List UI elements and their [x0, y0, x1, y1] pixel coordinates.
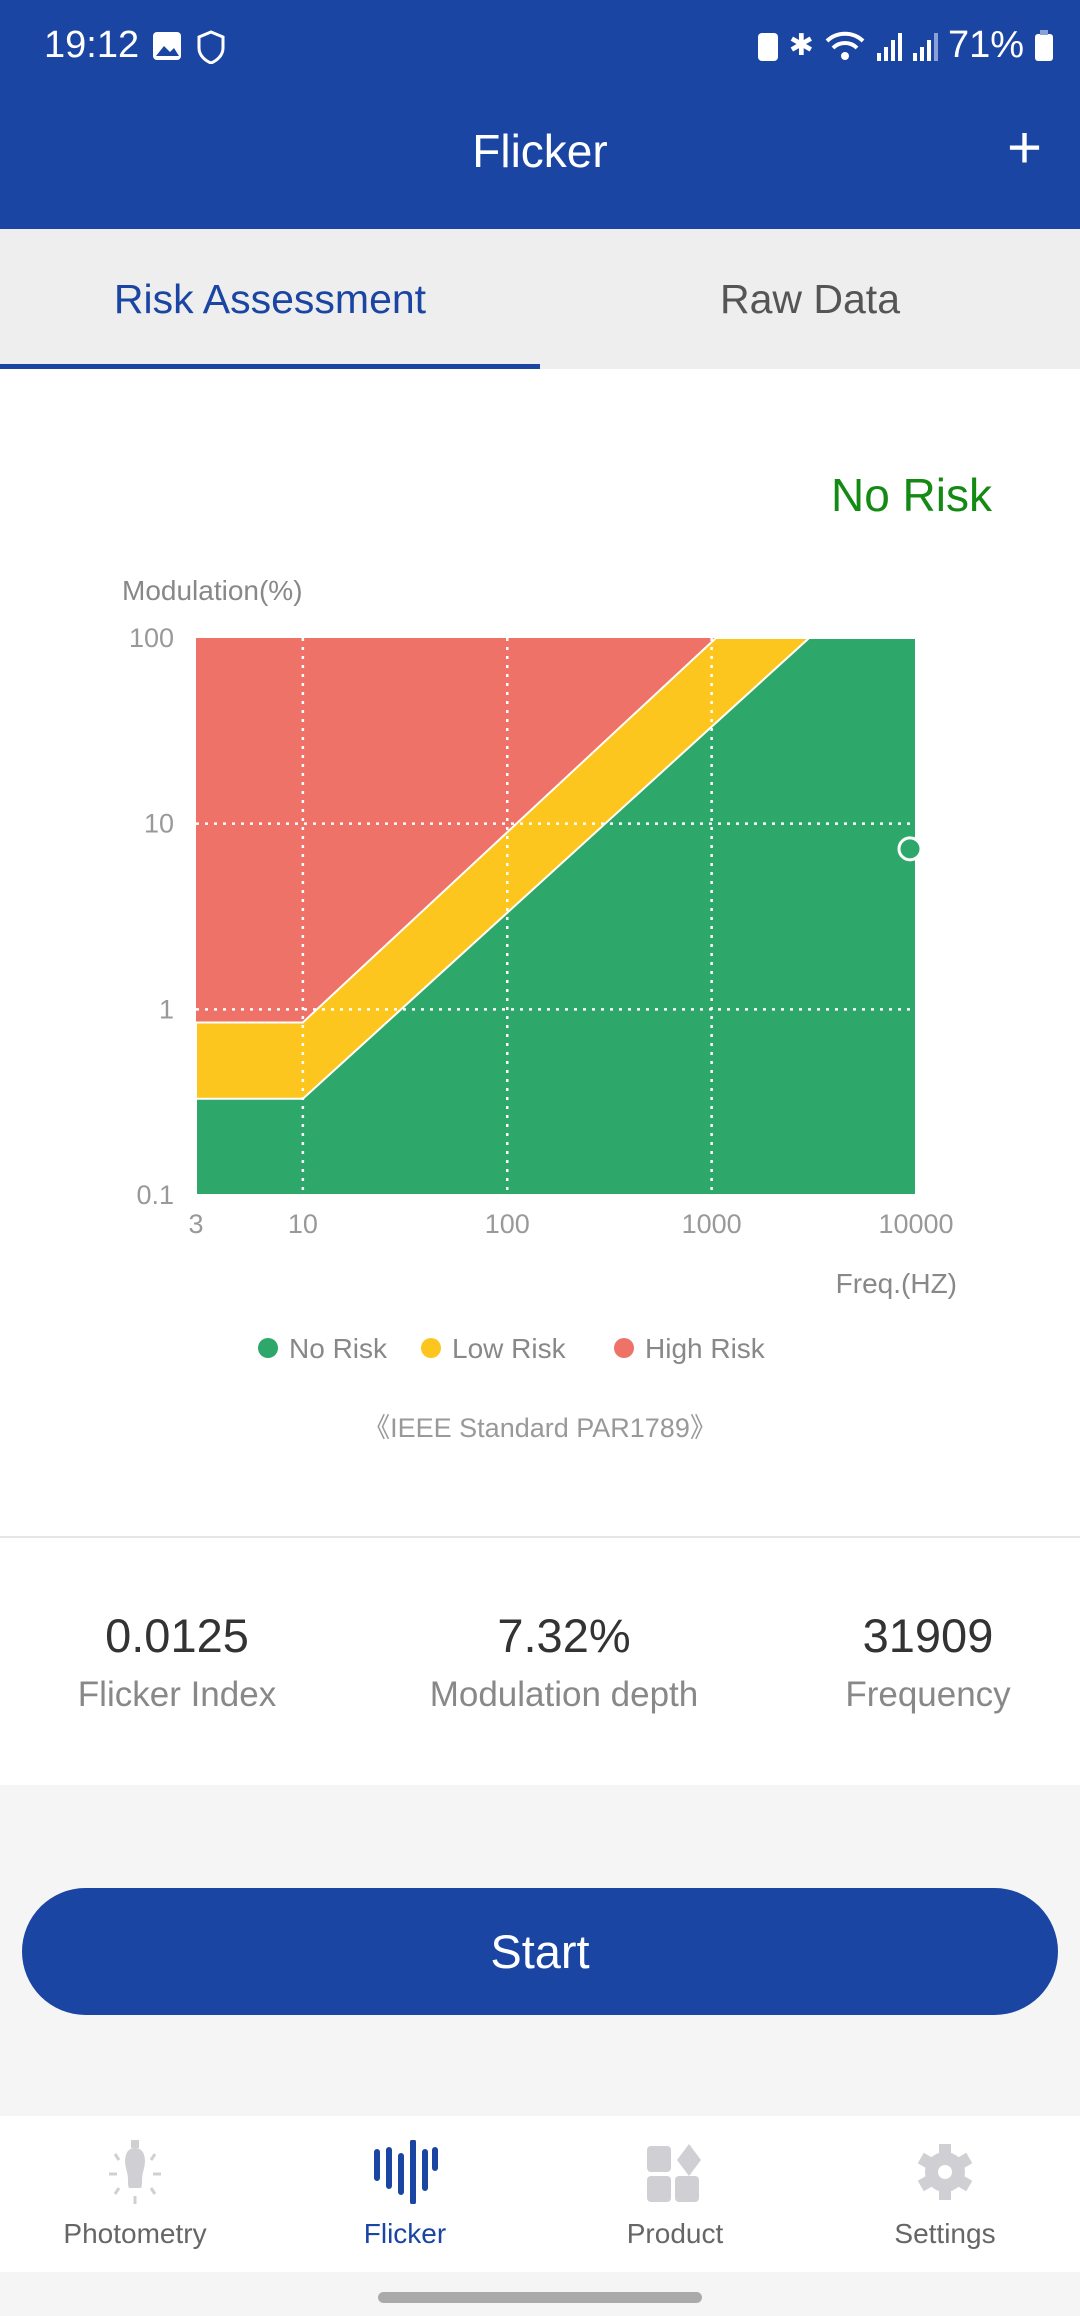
status-left-icons: [152, 30, 226, 64]
stat-label: Frequency: [845, 1675, 1011, 1714]
page-title: Flicker: [472, 125, 608, 177]
x-axis-label: Freq.(HZ): [836, 1268, 957, 1299]
signal-icon-2: [912, 32, 938, 61]
legend-swatch: [421, 1338, 441, 1358]
stat-frequency: 31909 Frequency: [748, 1608, 1080, 1715]
tab-raw-data[interactable]: Raw Data: [719, 276, 900, 322]
chart-caption: 《IEEE Standard PAR1789》: [363, 1413, 717, 1443]
nav-label: Flicker: [363, 2218, 447, 2249]
y-tick-label: 100: [129, 623, 174, 653]
bottom-nav: Photometry Flicker Product Settings: [0, 2116, 1080, 2272]
measurement-point: [897, 836, 923, 862]
nav-label: Product: [626, 2218, 724, 2249]
signal-icon: [876, 32, 902, 61]
flicker-risk-chart: Modulation(%) 3 10 100 1000 10000 100 10 1 0.1 F…: [122, 575, 957, 1443]
stat-flicker-index: 0.0125 Flicker Index: [0, 1608, 357, 1715]
add-button[interactable]: +: [1006, 114, 1042, 181]
x-tick-label: 10: [288, 1209, 318, 1239]
product-grid-icon: [647, 2144, 701, 2202]
wifi-icon: [825, 31, 865, 60]
gear-icon: [917, 2144, 973, 2200]
x-tick-label: 10000: [878, 1209, 953, 1239]
nav-label: Photometry: [63, 2218, 207, 2249]
status-time: 19:12: [44, 24, 140, 66]
legend-label: Low Risk: [452, 1333, 567, 1364]
legend-label: High Risk: [645, 1333, 766, 1364]
nav-photometry[interactable]: Photometry: [0, 2116, 270, 2272]
y-axis-label: Modulation(%): [122, 575, 303, 606]
legend-swatch: [614, 1338, 634, 1358]
start-button[interactable]: Start: [22, 1888, 1058, 2015]
bluetooth-icon: ✱: [788, 29, 814, 62]
stat-value: 31909: [862, 1609, 994, 1662]
nav-settings[interactable]: Settings: [810, 2116, 1080, 2272]
x-tick-label: 3: [188, 1209, 203, 1239]
stat-label: Flicker Index: [77, 1675, 277, 1714]
y-tick-label: 10: [144, 809, 174, 839]
shield-phone-icon: [197, 30, 225, 64]
nav-label: Settings: [894, 2218, 996, 2249]
status-right-icons: ✱ 71%: [757, 24, 1054, 67]
waveform-icon: [374, 2140, 438, 2204]
bulb-icon: [109, 2140, 161, 2204]
risk-result: No Risk: [830, 469, 992, 521]
stat-modulation-depth: 7.32% Modulation depth: [384, 1608, 744, 1715]
y-tick-label: 0.1: [136, 1180, 174, 1210]
legend-label: No Risk: [289, 1333, 388, 1364]
legend-swatch: [258, 1338, 278, 1358]
gallery-icon: [153, 32, 181, 60]
nav-product[interactable]: Product: [540, 2116, 810, 2272]
battery-icon: [1035, 29, 1053, 61]
battery-percent: 71%: [947, 24, 1024, 66]
stat-label: Modulation depth: [429, 1675, 699, 1714]
app-header: 19:12 ✱ 71% Flicker +: [0, 0, 1080, 229]
x-tick-label: 100: [485, 1209, 530, 1239]
tab-risk-assessment[interactable]: Risk Assessment: [0, 229, 540, 369]
stats-panel: 0.0125 Flicker Index 7.32% Modulation dept…: [0, 1536, 1080, 1785]
tab-bar: Risk Assessment Raw Data: [0, 229, 1080, 369]
stat-value: 7.32%: [497, 1609, 631, 1662]
y-tick-label: 1: [159, 994, 174, 1024]
battery-saver-icon: [757, 32, 778, 61]
home-indicator[interactable]: [378, 2292, 702, 2303]
stat-value: 0.0125: [105, 1609, 249, 1662]
nav-flicker[interactable]: Flicker: [270, 2116, 540, 2272]
x-tick-label: 1000: [682, 1209, 742, 1239]
